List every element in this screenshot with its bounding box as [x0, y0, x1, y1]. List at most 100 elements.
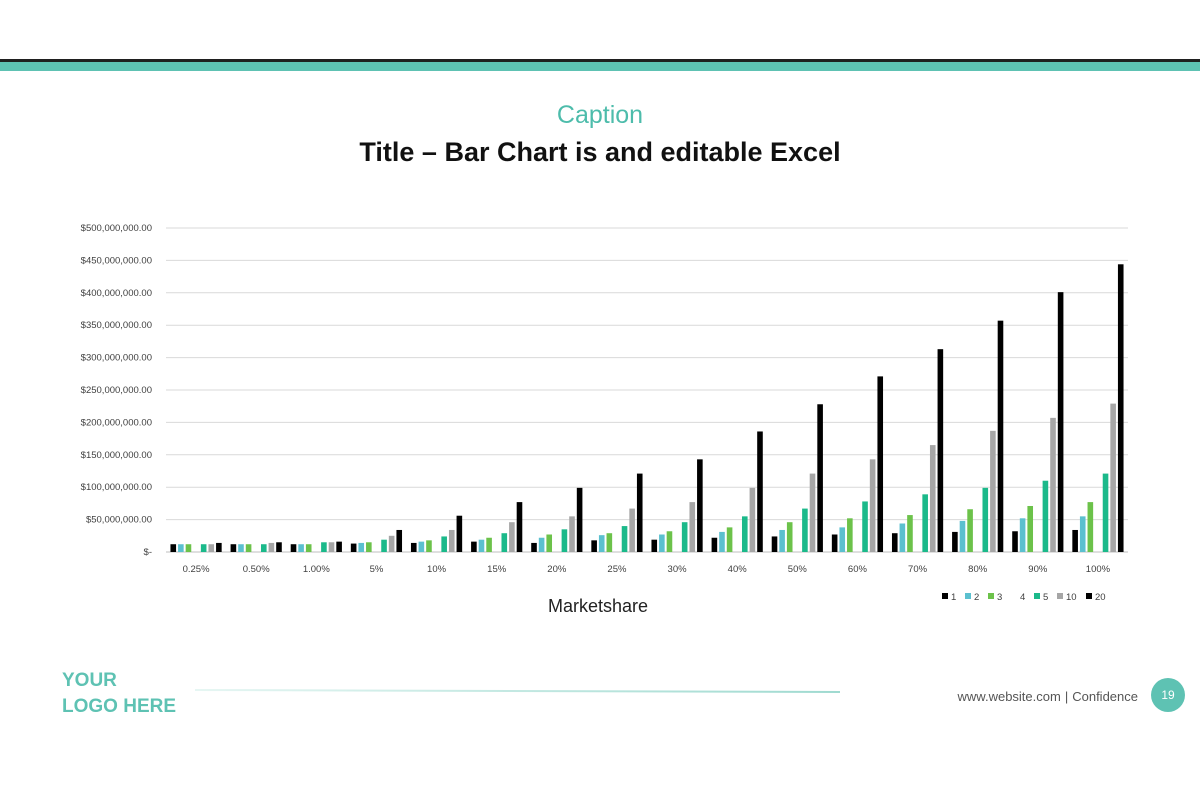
- bar: [298, 544, 304, 552]
- bar: [952, 531, 958, 552]
- bar: [305, 544, 312, 552]
- bar: [531, 542, 537, 552]
- bar: [178, 544, 184, 552]
- legend-label: 2: [974, 592, 979, 603]
- bar: [538, 537, 545, 552]
- bar: [899, 523, 906, 552]
- legend-swatch: [1011, 593, 1017, 599]
- bar: [786, 522, 793, 552]
- bar: [1087, 502, 1094, 552]
- bar: [809, 473, 816, 552]
- slide-caption: Caption: [556, 101, 644, 129]
- bar: [839, 527, 846, 552]
- bar: [418, 541, 425, 552]
- legend-label: 10: [1066, 592, 1077, 603]
- x-tick-label: 100%: [1086, 564, 1111, 575]
- y-tick-label: $500,000,000.00: [81, 223, 152, 234]
- bar: [891, 533, 898, 552]
- footer-confidence: Confidence: [1072, 689, 1138, 704]
- bar: [659, 534, 665, 552]
- bar: [290, 544, 297, 552]
- bar: [817, 404, 823, 552]
- y-tick-label: $400,000,000.00: [81, 288, 152, 299]
- bar: [1072, 529, 1078, 552]
- bar: [426, 540, 432, 552]
- x-tick-label: 5%: [370, 564, 384, 575]
- x-tick-label: 30%: [668, 564, 688, 575]
- bar: [666, 531, 673, 552]
- bar: [516, 502, 523, 552]
- footer-divider: [194, 688, 841, 694]
- bar: [831, 534, 838, 552]
- x-tick-label: 25%: [607, 564, 627, 575]
- bar: [1050, 417, 1056, 552]
- slide-title: Title – Bar Chart is and editable Excel: [359, 137, 841, 167]
- bar: [967, 509, 973, 552]
- bar: [276, 542, 282, 552]
- bar: [869, 459, 876, 552]
- legend-swatch: [1034, 593, 1040, 599]
- x-tick-label: 10%: [427, 564, 447, 575]
- y-tick-label: $100,000,000.00: [81, 482, 152, 493]
- bar: [546, 534, 553, 552]
- y-tick-label: $250,000,000.00: [81, 385, 152, 396]
- legend-swatch: [942, 593, 948, 599]
- header-rule-dark: [0, 59, 1200, 62]
- logo-line-1: YOUR: [62, 670, 117, 691]
- legend-label: 3: [997, 592, 1002, 603]
- y-tick-label: $450,000,000.00: [81, 255, 152, 266]
- bar: [1027, 505, 1034, 552]
- bar: [651, 539, 658, 552]
- bar: [381, 539, 387, 552]
- y-tick-label: $150,000,000.00: [81, 450, 152, 461]
- legend-label: 5: [1043, 592, 1048, 603]
- bar: [410, 542, 417, 552]
- bar: [598, 535, 605, 552]
- bar: [1110, 403, 1116, 552]
- y-tick-label: $350,000,000.00: [81, 320, 152, 331]
- x-tick-label: 0.25%: [183, 564, 210, 575]
- bar: [1019, 518, 1026, 552]
- bar: [621, 526, 628, 552]
- x-tick-label: 20%: [547, 564, 567, 575]
- y-tick-label: $50,000,000.00: [86, 515, 152, 526]
- bar-chart: $- $50,000,000.00 $100,000,000.00 $150,000,…: [81, 223, 1128, 616]
- x-tick-label: 50%: [788, 564, 808, 575]
- bar: [726, 527, 733, 552]
- page-number-badge: 19: [1151, 678, 1185, 712]
- bar: [350, 543, 357, 552]
- bar: [200, 544, 207, 552]
- bar: [501, 533, 508, 552]
- bar: [1102, 473, 1109, 552]
- bar: [847, 518, 853, 552]
- bar: [561, 529, 568, 552]
- bar: [456, 515, 463, 552]
- bar: [741, 516, 748, 552]
- bar: [509, 522, 515, 552]
- bar: [569, 516, 575, 552]
- bar: [478, 539, 485, 552]
- bar: [629, 508, 635, 552]
- legend-swatch: [965, 593, 971, 599]
- legend-swatch: [1086, 593, 1092, 599]
- bar: [877, 376, 884, 552]
- x-tick-label: 60%: [848, 564, 868, 575]
- bar: [185, 544, 192, 552]
- header-rule-teal: [0, 62, 1200, 71]
- x-tick-label: 1.00%: [303, 564, 330, 575]
- bar: [268, 542, 275, 552]
- bar: [990, 430, 996, 552]
- bar: [862, 501, 868, 552]
- bar: [749, 487, 756, 552]
- bar: [170, 544, 177, 552]
- bar: [1079, 516, 1086, 552]
- footer-separator: |: [1064, 689, 1069, 704]
- bar: [208, 544, 215, 552]
- x-tick-label: 70%: [908, 564, 928, 575]
- bar: [711, 537, 718, 552]
- bar: [1012, 531, 1018, 552]
- bar: [681, 522, 688, 552]
- logo-line-2: LOGO HERE: [62, 696, 177, 717]
- bar: [907, 515, 913, 552]
- company-logo: YOUR LOGO HERE: [62, 668, 176, 720]
